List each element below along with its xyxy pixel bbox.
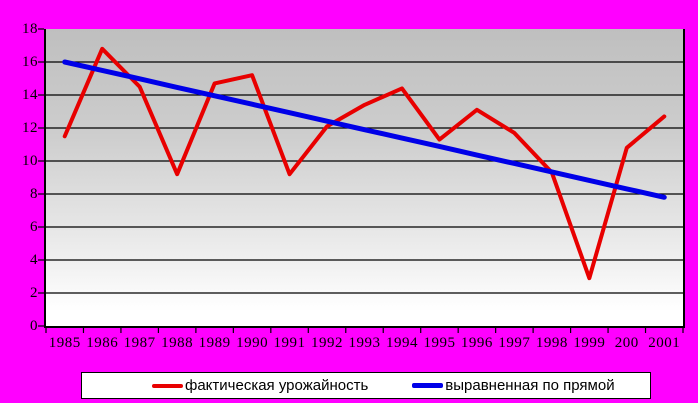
x-axis-label: 1997 bbox=[498, 335, 531, 351]
legend-label-actual: фактическая урожайность bbox=[185, 377, 369, 394]
y-axis-label: 12 bbox=[22, 120, 38, 136]
x-axis-label: 1992 bbox=[311, 335, 344, 351]
x-axis-label: 1996 bbox=[460, 335, 493, 351]
y-axis-label: 6 bbox=[30, 219, 38, 235]
x-axis-label: 2001 bbox=[648, 335, 681, 351]
x-axis-label: 1985 bbox=[48, 335, 81, 351]
y-axis-label: 0 bbox=[30, 318, 38, 334]
y-axis-label: 4 bbox=[30, 252, 38, 268]
y-axis-label: 8 bbox=[30, 186, 38, 202]
y-axis-label: 14 bbox=[22, 87, 38, 103]
x-axis-label: 200 bbox=[614, 335, 639, 351]
y-axis-label: 18 bbox=[22, 21, 38, 37]
x-axis-label: 1993 bbox=[348, 335, 381, 351]
legend-label-trend: выравненная по прямой bbox=[445, 377, 615, 394]
x-axis-label: 1998 bbox=[535, 335, 568, 351]
legend-item-trend: выравненная по прямой bbox=[412, 377, 615, 394]
y-axis-label: 2 bbox=[30, 285, 38, 301]
red-line-swatch bbox=[152, 383, 183, 388]
x-axis-label: 1986 bbox=[86, 335, 119, 351]
legend: фактическая урожайность выравненная по п… bbox=[81, 372, 651, 399]
series-line-1 bbox=[62, 59, 667, 200]
y-axis-label: 10 bbox=[22, 153, 38, 169]
x-axis-label: 1991 bbox=[273, 335, 306, 351]
x-axis-label: 1994 bbox=[385, 335, 418, 351]
series-line-0 bbox=[62, 46, 667, 281]
x-axis-label: 1987 bbox=[123, 335, 156, 351]
legend-item-actual: фактическая урожайность bbox=[152, 377, 368, 394]
x-axis-label: 1995 bbox=[423, 335, 456, 351]
x-axis-label: 1999 bbox=[573, 335, 606, 351]
x-axis-label: 1990 bbox=[236, 335, 269, 351]
x-axis-label: 1989 bbox=[198, 335, 231, 351]
blue-line-swatch bbox=[412, 383, 444, 388]
x-axis-label: 1988 bbox=[161, 335, 194, 351]
y-axis-label: 16 bbox=[22, 54, 38, 70]
